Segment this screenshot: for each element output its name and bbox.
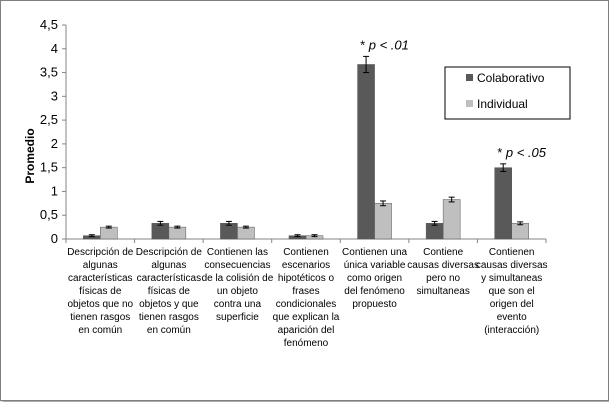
y-tick-label: 4,5 [40, 17, 58, 32]
category-label: Contienen una única variable como origen de… [342, 247, 407, 310]
bar-colaborativo-4 [357, 64, 375, 240]
significance-annotation: * p < .01 [360, 37, 409, 52]
category-label: Contienen causas diversas y simultaneas que… [476, 247, 548, 336]
y-tick-label: 1,5 [40, 160, 58, 175]
annotations: * p < .01 * p < .05 [360, 37, 547, 159]
error-bars [88, 55, 524, 238]
legend: Colaborativo Individual [444, 66, 571, 120]
bar-colaborativo-6 [494, 167, 512, 240]
legend-swatch-colaborativo [466, 74, 473, 81]
significance-annotation: * p < .05 [497, 145, 547, 160]
y-tick-label: 4 [51, 41, 58, 56]
category-label: Descripción de algunas características físi… [136, 247, 203, 336]
bar-individual-6 [511, 223, 529, 240]
category-label: Contiene causas diversas pero no simultanea… [407, 247, 479, 297]
category-label: Contienen escenarios hipotéticos o frases co… [273, 247, 340, 349]
y-tick-label: 3 [51, 88, 58, 103]
bar-individual-1 [168, 226, 187, 240]
bar-individual-2 [237, 226, 255, 240]
legend-swatch-individual [466, 100, 473, 107]
axes: 0 0,5 1 1,5 2 2,5 3 3,5 4 4,5 [40, 17, 547, 246]
y-tick-label: 0 [51, 231, 58, 246]
bar-individual-5 [442, 199, 461, 240]
bar-individual-4 [374, 203, 392, 240]
y-tick-label: 0,5 [40, 207, 58, 222]
category-label: Descripción de algunas características físi… [67, 247, 134, 336]
category-labels: Descripción de algunas características físi… [67, 247, 547, 349]
y-tick-label: 1 [51, 183, 58, 198]
y-tick-label: 2,5 [40, 112, 58, 127]
bar-individual-0 [100, 226, 118, 240]
legend-label-individual: Individual [477, 97, 528, 111]
y-tick-label: 3,5 [40, 65, 58, 80]
y-tick-label: 2 [51, 136, 58, 151]
y-axis-label: Promedio [23, 128, 37, 183]
legend-label-colaborativo: Colaborativo [477, 71, 545, 85]
category-label: Contienen las consecuencias de la colisión… [202, 247, 274, 323]
